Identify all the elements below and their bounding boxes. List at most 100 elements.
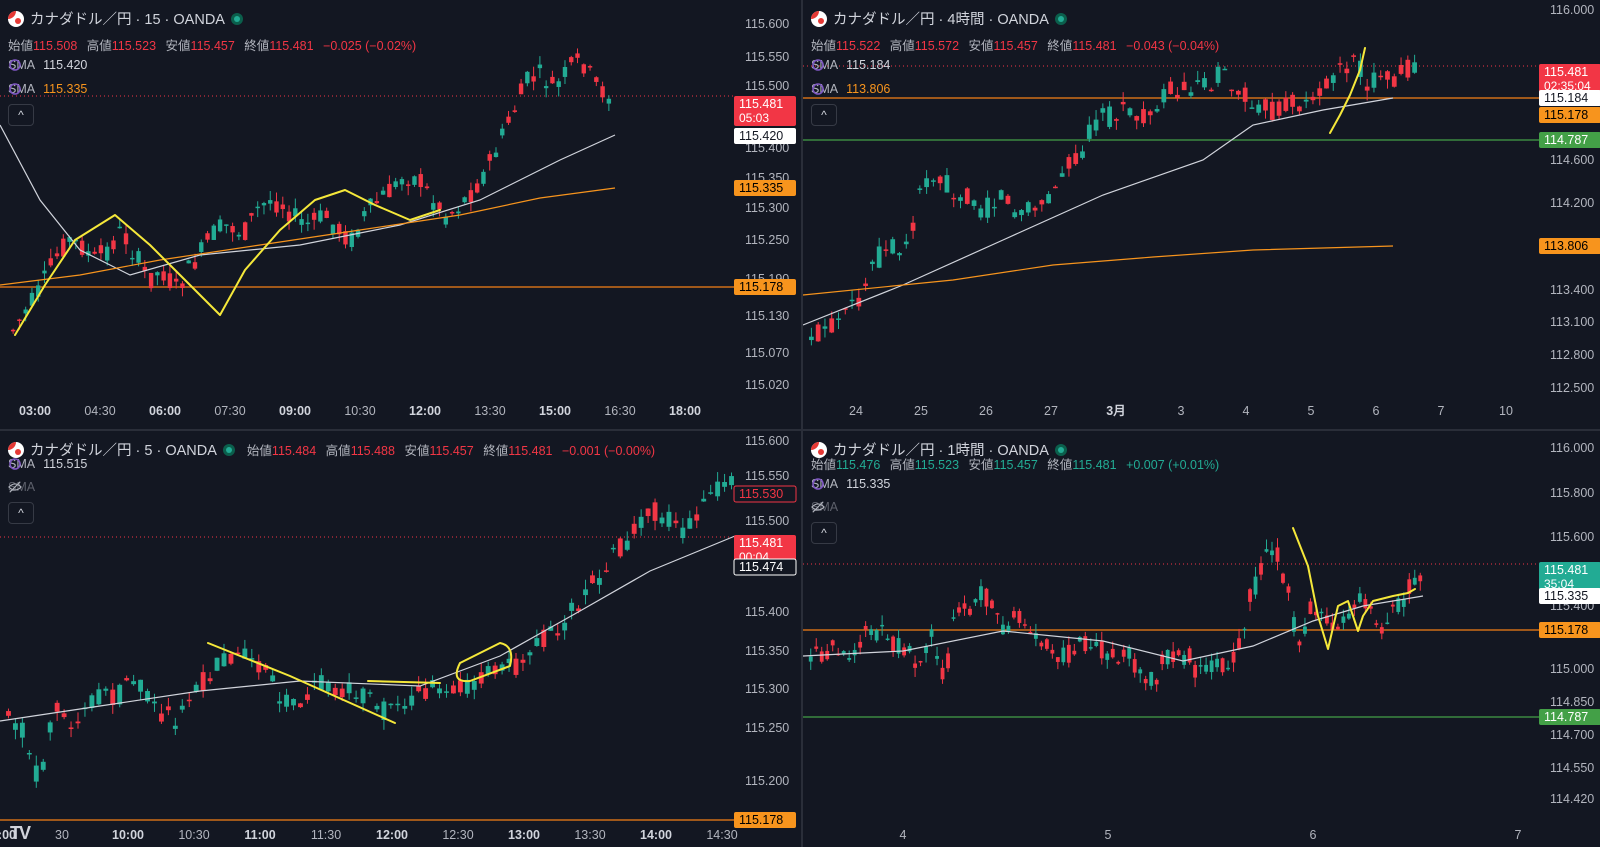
collapse-legend-button[interactable]: ^ [811, 104, 837, 126]
refresh-icon[interactable] [8, 457, 22, 471]
price-tick-label: 115.300 [745, 682, 789, 696]
candle-body [957, 607, 961, 613]
candle-body [518, 83, 524, 95]
price-axis-label [1539, 238, 1600, 254]
sma-line-orange [0, 187, 616, 286]
sma-legend-1[interactable]: SMA 115.184 [811, 58, 891, 72]
time-tick-label: 10:30 [178, 828, 209, 842]
candle-body [235, 652, 241, 655]
candle-body [506, 116, 511, 123]
sma-legend-1[interactable]: SMA 115.335 [811, 477, 891, 491]
candle-body [512, 110, 517, 112]
chart-pane-15m[interactable]: 115.600115.550115.500115.450115.400115.3… [0, 0, 801, 429]
refresh-icon[interactable] [811, 82, 825, 96]
trend-drawing [1329, 47, 1366, 134]
price-axis-label-text: 115.178 [739, 280, 783, 294]
candle-body [1061, 647, 1066, 663]
candle-body [587, 66, 593, 68]
chart-canvas-5m[interactable]: 115.600 115.550 115.500 115.400 115.350 115.3… [0, 431, 801, 847]
symbol-title[interactable]: カナダドル／円 · 1時間 · OANDA [833, 443, 1049, 459]
sma-legend-2-hidden[interactable]: SMA [8, 480, 36, 494]
symbol-title[interactable]: カナダドル／円 · 15 · OANDA [30, 12, 225, 28]
candle-body [506, 658, 512, 664]
candle-body [205, 233, 210, 240]
refresh-icon[interactable] [8, 58, 22, 72]
candle-body [910, 222, 916, 231]
symbol-header[interactable]: カナダドル／円 · 1時間 · OANDA [811, 439, 1067, 460]
eye-hidden-icon[interactable] [8, 480, 22, 494]
candle-body [891, 636, 896, 652]
sma-legend-2-hidden[interactable]: SMA [811, 500, 839, 514]
candle-body [75, 721, 81, 724]
candle-body [117, 684, 123, 705]
chart-pane-4h[interactable]: 116.000 114.600 114.200 113.400 113.100 112.8… [803, 0, 1600, 429]
symbol-header[interactable]: カナダドル／円 · 5 · OANDA 始値115.484 高値115.488 … [8, 439, 655, 460]
chart-canvas-1h[interactable]: 116.000115.800115.600115.400115.000114.8… [803, 431, 1600, 847]
candle-body [984, 588, 989, 607]
refresh-icon[interactable] [8, 82, 22, 96]
candle-body [815, 324, 821, 342]
time-tick-label: 13:30 [474, 404, 505, 418]
candle-body [964, 188, 970, 204]
symbol-header[interactable]: カナダドル／円 · 4時間 · OANDA [811, 8, 1067, 29]
sma-legend-2[interactable]: SMA 113.806 [811, 82, 891, 96]
symbol-header[interactable]: カナダドル／円 · 15 · OANDA [8, 8, 243, 29]
candle-body [1046, 194, 1051, 204]
time-tick-label: 6 [1373, 404, 1380, 418]
candle-body [96, 689, 102, 705]
symbol-title[interactable]: カナダドル／円 · 4時間 · OANDA [833, 12, 1049, 28]
candle-body [870, 261, 875, 265]
chart-pane-5m[interactable]: 115.600 115.550 115.500 115.400 115.350 115.3… [0, 431, 801, 847]
candle-body [1025, 202, 1031, 213]
candle-body [1193, 664, 1198, 678]
price-axis-label-text: 114.787 [1544, 710, 1588, 724]
pane-divider-vertical[interactable] [801, 0, 803, 847]
sma-legend-1[interactable]: SMA 115.515 [8, 457, 88, 471]
refresh-icon[interactable] [811, 58, 825, 72]
refresh-icon[interactable] [811, 477, 825, 491]
candle-body [1188, 92, 1194, 96]
price-axis-label [734, 180, 796, 196]
candle-body [89, 695, 95, 708]
candle-body [393, 181, 398, 188]
candle-body [1116, 661, 1121, 664]
candle-body [809, 336, 814, 341]
time-tick-label: 4 [900, 828, 907, 842]
candle-body [680, 527, 686, 539]
price-tick-label: 114.550 [1550, 761, 1594, 775]
price-axis-label-text: 115.474 [739, 560, 783, 574]
candle-body [1317, 88, 1323, 96]
candle-body [487, 154, 492, 161]
time-tick-label: 13:00 [508, 828, 540, 842]
candle-body [1253, 576, 1258, 595]
chart-pane-1h[interactable]: 116.000 115.800 115.600 115.400 115.000 114.8… [803, 431, 1600, 847]
pane-divider-horizontal[interactable] [0, 429, 1600, 431]
collapse-legend-button[interactable]: ^ [8, 502, 34, 524]
candle-body [324, 210, 329, 218]
sma-legend-2[interactable]: SMA 115.335 [8, 82, 88, 96]
chart-canvas-15m[interactable]: 115.600115.550115.500115.450115.400115.3… [0, 0, 801, 429]
candle-body [332, 687, 338, 696]
candle-body [729, 476, 734, 486]
candle-body [847, 657, 852, 660]
collapse-legend-button[interactable]: ^ [811, 522, 837, 544]
candle-body [1149, 671, 1154, 686]
candle-body [161, 271, 166, 281]
eye-hidden-icon[interactable] [811, 500, 825, 514]
candle-body [525, 71, 530, 84]
sma-legend-1[interactable]: SMA 115.420 [8, 58, 88, 72]
chart-canvas-4h[interactable]: 116.000 114.600 114.200 113.400 113.100 112.8… [803, 0, 1600, 429]
candle-body [1396, 598, 1401, 612]
time-tick-label: 5 [1308, 404, 1315, 418]
collapse-legend-button[interactable]: ^ [8, 104, 34, 126]
price-tick-label: 115.600 [745, 434, 789, 448]
symbol-title[interactable]: カナダドル／円 · 5 · OANDA [30, 443, 217, 459]
candle-body [1379, 627, 1384, 634]
candle-body [931, 180, 936, 182]
candle-body [958, 197, 963, 201]
candle-body [541, 629, 547, 647]
candle-body [876, 246, 882, 268]
market-open-icon [1054, 12, 1067, 25]
candle-body [148, 272, 154, 289]
candle-body [1039, 642, 1044, 647]
